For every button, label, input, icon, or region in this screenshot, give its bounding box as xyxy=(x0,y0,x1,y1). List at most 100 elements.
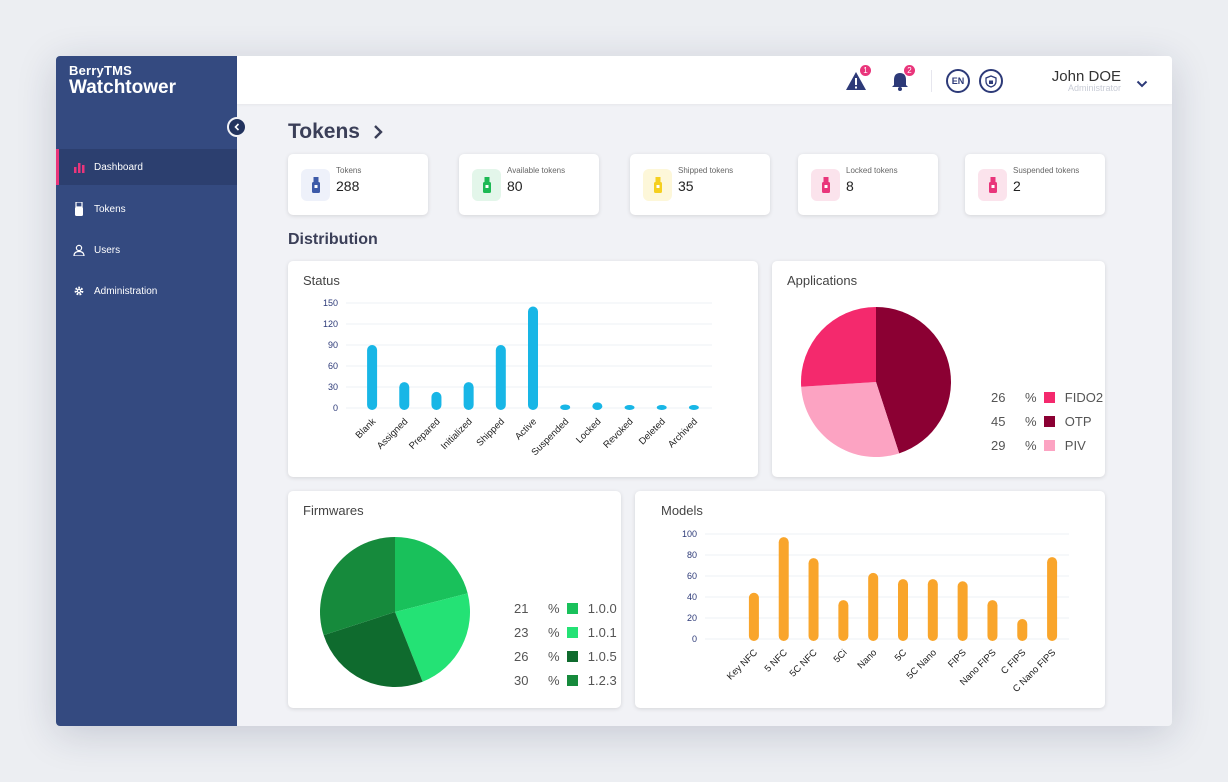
bar[interactable] xyxy=(868,572,879,641)
pie-slice[interactable] xyxy=(320,537,395,636)
panel-title: Models xyxy=(661,503,703,518)
legend-swatch xyxy=(1043,391,1055,403)
bar[interactable] xyxy=(431,391,442,410)
bar[interactable] xyxy=(1017,619,1028,641)
bar[interactable] xyxy=(495,345,506,410)
stat-label: Locked tokens xyxy=(846,166,898,175)
sidebar-item-label: Tokens xyxy=(94,203,126,215)
legend-item[interactable]: 29% PIV xyxy=(991,433,1103,457)
legend-swatch xyxy=(566,602,578,614)
collapse-sidebar-button[interactable] xyxy=(227,117,247,137)
sidebar-item-administration[interactable]: Administration xyxy=(56,273,237,309)
bar[interactable] xyxy=(898,579,908,641)
active-indicator xyxy=(56,149,59,185)
pie-slice[interactable] xyxy=(395,593,470,682)
stat-label: Suspended tokens xyxy=(1013,166,1080,175)
panel-title: Applications xyxy=(787,273,858,288)
legend-label: 1.0.1 xyxy=(587,624,617,640)
percent-sign: % xyxy=(1025,437,1037,453)
bar[interactable] xyxy=(399,382,410,410)
legend-label: FIDO2 xyxy=(1064,389,1104,405)
bar[interactable] xyxy=(748,592,759,641)
legend-percent: 26 xyxy=(514,648,529,664)
legend-item[interactable]: 23% 1.0.1 xyxy=(514,620,617,644)
x-tick-label: Deleted xyxy=(637,416,668,447)
user-name: John DOE xyxy=(1051,68,1121,85)
x-tick-label: Active xyxy=(513,416,539,442)
stat-card-tokens[interactable]: Tokens 288 xyxy=(288,154,428,215)
bar[interactable] xyxy=(688,405,699,410)
bar[interactable] xyxy=(927,579,938,641)
y-tick-label: 100 xyxy=(682,529,697,539)
stat-card-suspended-tokens[interactable]: Suspended tokens 2 xyxy=(965,154,1105,215)
bar[interactable] xyxy=(624,405,635,410)
legend-item[interactable]: 26% 1.0.5 xyxy=(514,644,617,668)
app-window: BerryTMS Watchtower Dashboard Tokens Use… xyxy=(56,56,1172,726)
stat-value: 35 xyxy=(678,178,694,194)
bar[interactable] xyxy=(528,306,538,411)
bell-icon xyxy=(892,73,908,91)
alert-button[interactable]: 1 xyxy=(845,65,871,92)
stat-card-shipped-tokens[interactable]: Shipped tokens 35 xyxy=(630,154,770,215)
legend-label: 1.2.3 xyxy=(587,672,617,688)
notifications-button[interactable]: 2 xyxy=(889,65,915,92)
pie-slice[interactable] xyxy=(801,307,876,387)
y-tick-label: 0 xyxy=(692,634,697,644)
x-tick-label: Key NFC xyxy=(725,647,760,682)
percent-sign: % xyxy=(548,648,560,664)
y-tick-label: 20 xyxy=(687,613,697,623)
pie-slice[interactable] xyxy=(323,612,423,687)
usb-token-icon xyxy=(301,169,330,201)
bar[interactable] xyxy=(1047,557,1058,641)
x-tick-label: Nano xyxy=(855,647,879,671)
bar[interactable] xyxy=(656,405,667,410)
sidebar-item-dashboard[interactable]: Dashboard xyxy=(56,149,237,185)
bar[interactable] xyxy=(808,558,819,641)
pie-slice[interactable] xyxy=(801,382,900,457)
x-tick-label: Archived xyxy=(666,416,700,450)
brand-name: BerryTMS xyxy=(69,63,133,78)
user-role: Administrator xyxy=(1067,83,1121,93)
top-bar: 1 2 EN John DOE Administrator xyxy=(237,56,1172,104)
legend-item[interactable]: 21% 1.0.0 xyxy=(514,596,617,620)
applications-legend: 26% FIDO2 45% OTP 29% PIV xyxy=(991,385,1103,457)
bar[interactable] xyxy=(463,382,474,410)
legend-item[interactable]: 30% 1.2.3 xyxy=(514,668,617,692)
topbar-divider xyxy=(931,70,932,92)
bar[interactable] xyxy=(560,404,571,411)
usb-token-icon xyxy=(472,169,501,201)
applications-pie-chart xyxy=(801,307,951,457)
x-tick-label: Revoked xyxy=(601,416,635,450)
legend-item[interactable]: 26% FIDO2 xyxy=(991,385,1103,409)
sidebar-item-tokens[interactable]: Tokens xyxy=(56,191,237,227)
applications-chart-panel: Applications 26% FIDO2 45% OTP 29% PIV xyxy=(772,261,1105,477)
security-button[interactable] xyxy=(979,69,1003,93)
pie-slice[interactable] xyxy=(876,307,951,454)
stat-card-locked-tokens[interactable]: Locked tokens 8 xyxy=(798,154,938,215)
x-tick-label: 5C NFC xyxy=(788,647,820,679)
bar[interactable] xyxy=(367,345,378,410)
bar[interactable] xyxy=(987,600,998,641)
legend-percent: 30 xyxy=(514,672,529,688)
stat-card-available-tokens[interactable]: Available tokens 80 xyxy=(459,154,599,215)
bar[interactable] xyxy=(778,537,789,641)
page-title-link[interactable] xyxy=(371,124,385,145)
bar[interactable] xyxy=(838,600,849,641)
usb-token-icon xyxy=(811,169,840,201)
stat-label: Available tokens xyxy=(507,166,566,175)
sidebar-item-users[interactable]: Users xyxy=(56,232,237,268)
usb-token-icon xyxy=(978,169,1007,201)
language-button[interactable]: EN xyxy=(946,69,970,93)
sidebar-item-label: Users xyxy=(94,244,121,256)
legend-swatch xyxy=(1043,439,1055,451)
pie-slice[interactable] xyxy=(395,537,468,612)
legend-item[interactable]: 45% OTP xyxy=(991,409,1103,433)
user-menu-toggle[interactable] xyxy=(1136,75,1148,93)
chevron-right-icon xyxy=(374,125,383,139)
legend-swatch xyxy=(1043,415,1055,427)
bar[interactable] xyxy=(592,402,603,410)
percent-sign: % xyxy=(548,672,560,688)
legend-label: OTP xyxy=(1064,413,1092,429)
bar[interactable] xyxy=(957,581,968,641)
user-icon xyxy=(72,243,86,257)
